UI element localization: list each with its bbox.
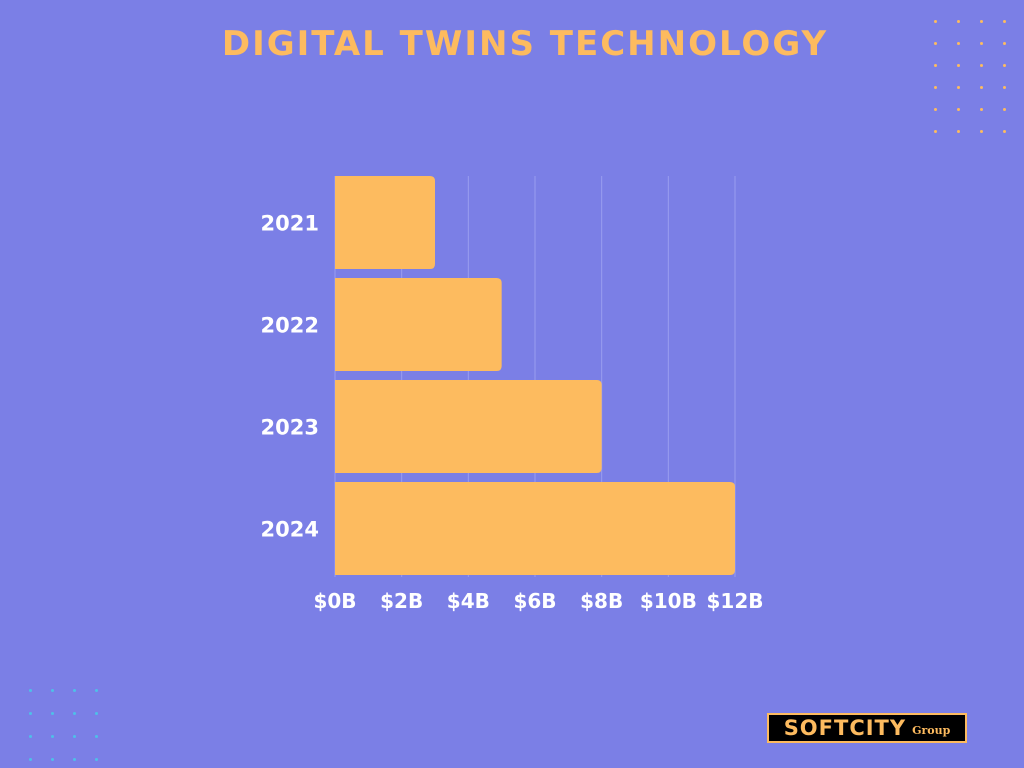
decorative-dot bbox=[95, 758, 98, 761]
category-label: 2022 bbox=[261, 314, 319, 338]
decorative-dot bbox=[51, 712, 54, 715]
decorative-dot bbox=[934, 42, 937, 45]
decorative-dot bbox=[29, 689, 32, 692]
decorative-dot-grid-bottom-left bbox=[29, 689, 98, 761]
x-tick-label: $12B bbox=[707, 589, 764, 613]
decorative-dot bbox=[957, 42, 960, 45]
decorative-dot bbox=[73, 689, 76, 692]
decorative-dot bbox=[934, 130, 937, 133]
decorative-dot bbox=[980, 64, 983, 67]
decorative-dot bbox=[957, 130, 960, 133]
decorative-dot bbox=[957, 64, 960, 67]
decorative-dot bbox=[980, 108, 983, 111]
decorative-dot bbox=[957, 86, 960, 89]
category-label: 2023 bbox=[261, 416, 319, 440]
decorative-dot bbox=[73, 712, 76, 715]
chart-title: DIGITAL TWINS TECHNOLOGY bbox=[221, 24, 829, 64]
decorative-dot bbox=[980, 42, 983, 45]
decorative-dot bbox=[1003, 20, 1006, 23]
decorative-dot bbox=[1003, 86, 1006, 89]
decorative-dot bbox=[1003, 42, 1006, 45]
decorative-dot bbox=[51, 758, 54, 761]
decorative-dot bbox=[1003, 64, 1006, 67]
decorative-dot bbox=[73, 735, 76, 738]
x-tick-label: $4B bbox=[447, 589, 490, 613]
x-tick-label: $8B bbox=[580, 589, 623, 613]
logo-main-text: SOFTCITY bbox=[783, 716, 907, 740]
bar-2021 bbox=[335, 176, 435, 269]
softcity-logo: SOFTCITY Group bbox=[767, 713, 967, 743]
decorative-dot bbox=[51, 735, 54, 738]
decorative-dot bbox=[934, 86, 937, 89]
bar-2022 bbox=[335, 278, 502, 371]
bar-2023 bbox=[335, 380, 602, 473]
decorative-dot bbox=[29, 735, 32, 738]
decorative-dot bbox=[1003, 130, 1006, 133]
decorative-dot bbox=[29, 758, 32, 761]
decorative-dot bbox=[73, 758, 76, 761]
decorative-dot bbox=[95, 735, 98, 738]
decorative-dot bbox=[980, 130, 983, 133]
decorative-dot bbox=[934, 20, 937, 23]
x-tick-label: $6B bbox=[513, 589, 556, 613]
decorative-dot bbox=[957, 108, 960, 111]
decorative-dot bbox=[1003, 108, 1006, 111]
decorative-dot bbox=[29, 712, 32, 715]
x-tick-label: $10B bbox=[640, 589, 697, 613]
x-tick-label: $0B bbox=[313, 589, 356, 613]
decorative-dot bbox=[980, 86, 983, 89]
logo-sub-text: Group bbox=[912, 724, 951, 737]
decorative-dot bbox=[95, 712, 98, 715]
category-label: 2021 bbox=[261, 212, 319, 236]
decorative-dot bbox=[980, 20, 983, 23]
decorative-dot bbox=[95, 689, 98, 692]
decorative-dot bbox=[934, 108, 937, 111]
decorative-dot bbox=[957, 20, 960, 23]
decorative-dot bbox=[51, 689, 54, 692]
x-tick-label: $2B bbox=[380, 589, 423, 613]
decorative-dot-grid-top-right bbox=[934, 20, 1006, 133]
category-label: 2024 bbox=[261, 518, 319, 542]
decorative-dot bbox=[934, 64, 937, 67]
bar-2024 bbox=[335, 482, 735, 575]
